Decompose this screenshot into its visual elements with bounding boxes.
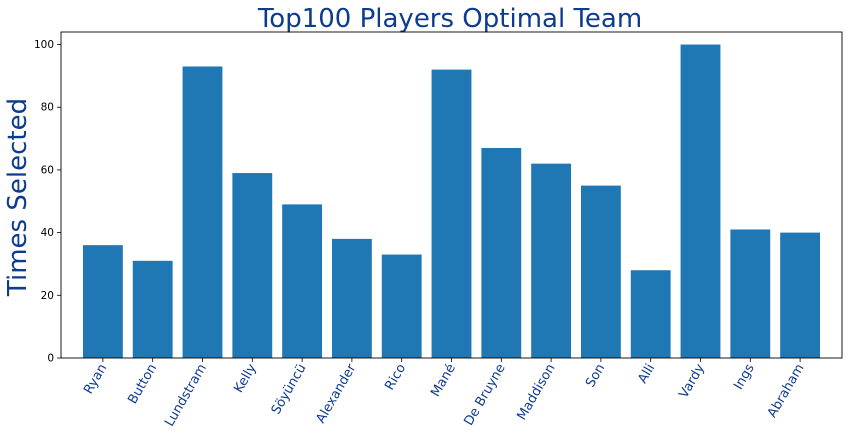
x-tick-label: De Bruyne (461, 362, 508, 429)
bar-vardy (680, 44, 721, 358)
x-tick-label: Vardy (677, 361, 709, 401)
x-tick-label: Alexander (313, 361, 359, 426)
bar-soyuncu (282, 204, 323, 358)
chart-title: Top100 Players Optimal Team (257, 4, 642, 34)
bar-de-bruyne (481, 147, 522, 358)
x-tick-label: Button (125, 362, 160, 407)
x-tick-label: Lundstram (162, 362, 210, 430)
plot-frame (60, 31, 843, 359)
x-tick-label: Mané (428, 362, 459, 400)
bar-button (132, 260, 173, 358)
y-tick-label: 20 (41, 290, 54, 302)
y-tick-label: 100 (34, 39, 54, 51)
y-tick-label: 60 (41, 164, 54, 176)
y-axis-label: Times Selected (3, 98, 33, 297)
y-tick-label: 0 (47, 353, 54, 365)
bars-group (82, 44, 821, 359)
bar-ryan (82, 245, 123, 358)
bar-kelly (232, 173, 273, 358)
bar-alexander (331, 238, 372, 358)
x-tick-label: Abraham (765, 362, 808, 421)
bar-lundstram (182, 66, 223, 358)
bar-abraham (780, 232, 821, 358)
bar-rico (381, 254, 422, 358)
x-tick-label: Ryan (81, 362, 110, 397)
x-tick-label: Kelly (231, 361, 260, 395)
y-axis-ticks: 0 20 40 60 80 100 (34, 39, 61, 365)
x-tick-label: Alli (635, 362, 658, 387)
x-tick-label: Ings (731, 361, 758, 392)
y-tick-label: 80 (41, 102, 54, 114)
bar-alli (630, 270, 671, 358)
bar-ings (730, 229, 771, 358)
x-tick-label: Söyüncü (269, 362, 310, 418)
x-tick-label: Rico (382, 361, 409, 393)
x-tick-label: Maddison (514, 362, 558, 423)
bar-son (580, 185, 621, 358)
x-axis-ticks: Ryan Button Lundstram Kelly Söyüncü Alexander… (81, 358, 808, 430)
bar-mane (431, 69, 472, 359)
y-tick-label: 40 (41, 227, 54, 239)
bar-maddison (531, 163, 572, 358)
x-tick-label: Son (583, 362, 608, 391)
